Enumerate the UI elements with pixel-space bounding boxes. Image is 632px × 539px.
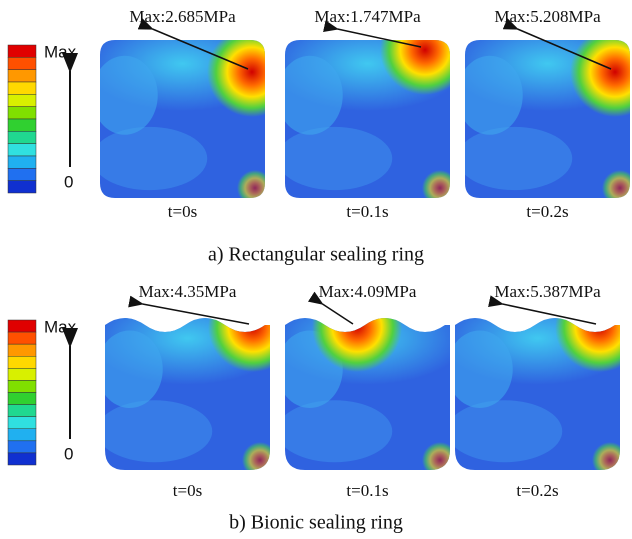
colorbar-segment (7, 168, 37, 181)
colorbar-segment (7, 44, 37, 58)
contour-fill (455, 318, 620, 470)
contour-frame (285, 318, 450, 470)
contour-frame (285, 40, 450, 198)
caption: a) Rectangular sealing ring (208, 244, 424, 266)
contour-fill (100, 40, 265, 198)
colorbar-segment (7, 131, 37, 144)
time-label: t=0.1s (346, 202, 388, 221)
colorbar-segment (7, 155, 37, 169)
colorbar-segment (7, 404, 37, 417)
max-arrow (137, 18, 249, 70)
colorbar-segment (7, 380, 37, 393)
colorbar-segment (7, 440, 37, 454)
legend-max: Max (44, 317, 77, 336)
legend-min: 0 (64, 444, 73, 463)
colorbar-segment (7, 69, 37, 83)
colorbar-segment (7, 343, 37, 357)
contour-fill (465, 40, 630, 198)
band (100, 55, 158, 135)
corner-spot (592, 442, 620, 470)
corner-spot (237, 170, 265, 198)
contour-frame (105, 318, 270, 470)
max-arrow (128, 295, 250, 325)
colorbar-segment (7, 81, 37, 95)
colorbar-segment (7, 180, 37, 194)
max-label: Max:5.208MPa (494, 7, 601, 26)
corner-spot (422, 170, 450, 198)
max-label: Max:4.09MPa (319, 282, 417, 301)
colorbar-segment (7, 331, 37, 345)
colorbar-segment (7, 392, 37, 405)
contour-fill (285, 40, 450, 198)
colorbar-segment (7, 94, 37, 107)
legend-min: 0 (64, 172, 73, 191)
max-label: Max:2.685MPa (129, 7, 236, 26)
max-arrow (488, 295, 597, 325)
colorbar-segment (7, 356, 37, 369)
legend-max: Max (44, 42, 77, 61)
band (100, 126, 208, 191)
max-label: Max:4.35MPa (139, 282, 237, 301)
colorbar-segment (7, 416, 37, 429)
colorbar-segment (7, 428, 37, 442)
colorbar-segment (7, 368, 37, 381)
band (105, 400, 213, 463)
colorbar-segment (7, 57, 37, 70)
band (285, 55, 343, 135)
hot-spot (207, 40, 265, 117)
band (465, 55, 523, 135)
max-arrow (502, 18, 612, 70)
band (105, 330, 163, 408)
hot-spot (380, 40, 450, 95)
band (285, 400, 393, 463)
max-arrow (307, 291, 354, 325)
corner-spot (242, 442, 270, 470)
caption: b) Bionic sealing ring (229, 512, 403, 534)
corner-spot (422, 442, 450, 470)
colorbar-segment (7, 143, 37, 157)
max-label: Max:5.387MPa (494, 282, 601, 301)
hot-spot (570, 40, 630, 117)
max-label: Max:1.747MPa (314, 7, 421, 26)
colorbar-segment (7, 452, 37, 466)
band (455, 400, 563, 463)
colorbar-segment (7, 319, 37, 333)
band (465, 126, 573, 191)
contour-frame (100, 40, 265, 198)
contour-frame (455, 318, 620, 470)
contour-frame (465, 40, 630, 198)
colorbar-segment (7, 106, 37, 120)
band (455, 330, 513, 408)
max-arrow (323, 20, 422, 48)
time-label: t=0.1s (346, 481, 388, 500)
contour-fill (285, 318, 450, 470)
time-label: t=0.2s (526, 202, 568, 221)
contour-fill (105, 318, 270, 470)
band (285, 126, 393, 191)
colorbar-segment (7, 118, 37, 132)
time-label: t=0s (173, 481, 202, 500)
time-label: t=0s (168, 202, 197, 221)
time-label: t=0.2s (516, 481, 558, 500)
